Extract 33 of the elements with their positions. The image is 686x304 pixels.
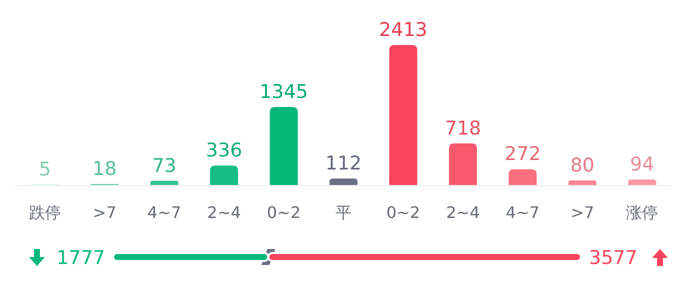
- bar: [270, 106, 298, 185]
- x-tick-label: 0~2: [386, 203, 420, 222]
- data-label: 272: [504, 143, 541, 166]
- bar: [628, 180, 656, 185]
- data-label: 18: [92, 158, 117, 180]
- bar: [508, 169, 537, 185]
- data-label: 718: [444, 117, 482, 140]
- data-label: 336: [206, 140, 242, 162]
- data-label: 1777: [56, 247, 105, 269]
- data-label: 94: [630, 154, 654, 176]
- data-label: 80: [570, 154, 595, 176]
- x-tick-label: 4~7: [506, 203, 540, 222]
- data-label: 73: [152, 154, 176, 177]
- x-tick-label: 0~2: [266, 203, 301, 222]
- bar: [389, 45, 418, 185]
- data-label: 3577: [589, 247, 638, 269]
- x-tick-label: 跌停: [28, 203, 61, 222]
- bar: [330, 178, 358, 185]
- data-label: 2413: [379, 19, 428, 41]
- x-tick-label: >7: [570, 203, 594, 222]
- data-label: 112: [325, 152, 362, 174]
- x-tick-label: >7: [92, 203, 116, 222]
- x-tick-label: 平: [336, 203, 352, 222]
- bar: [150, 180, 178, 185]
- x-tick-label: 涨停: [626, 203, 658, 222]
- bar: [210, 166, 238, 185]
- data-label: 1345: [260, 80, 308, 103]
- bar: [448, 143, 477, 185]
- x-tick-label: 2~4: [207, 203, 241, 222]
- x-tick-label: 2~4: [446, 203, 480, 222]
- bar: [568, 180, 596, 185]
- x-tick-label: 4~7: [147, 203, 182, 222]
- data-label: 5: [38, 158, 51, 181]
